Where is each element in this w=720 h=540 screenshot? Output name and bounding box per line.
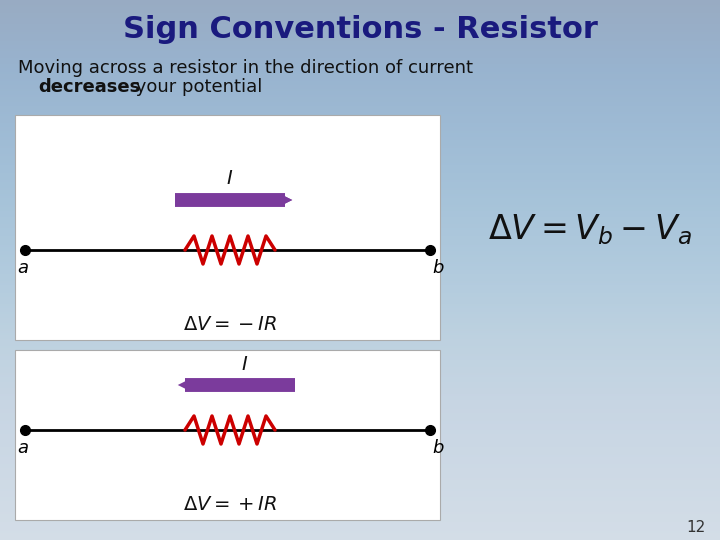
Text: $\Delta V = -IR$: $\Delta V = -IR$ — [183, 315, 277, 334]
Text: $I$: $I$ — [241, 354, 248, 374]
Text: 12: 12 — [687, 521, 706, 536]
Text: $I$: $I$ — [226, 168, 233, 187]
FancyBboxPatch shape — [15, 350, 440, 520]
Text: b: b — [432, 439, 444, 457]
Text: your potential: your potential — [130, 78, 262, 96]
Text: a: a — [17, 439, 29, 457]
Text: $\Delta V = V_b - V_a$: $\Delta V = V_b - V_a$ — [488, 213, 692, 247]
Text: decreases: decreases — [38, 78, 140, 96]
Text: Moving across a resistor in the direction of current: Moving across a resistor in the directio… — [18, 59, 473, 77]
Text: $\Delta V = +IR$: $\Delta V = +IR$ — [183, 496, 277, 515]
Text: b: b — [432, 259, 444, 277]
Text: Sign Conventions - Resistor: Sign Conventions - Resistor — [122, 16, 598, 44]
FancyBboxPatch shape — [15, 115, 440, 340]
Text: a: a — [17, 259, 29, 277]
